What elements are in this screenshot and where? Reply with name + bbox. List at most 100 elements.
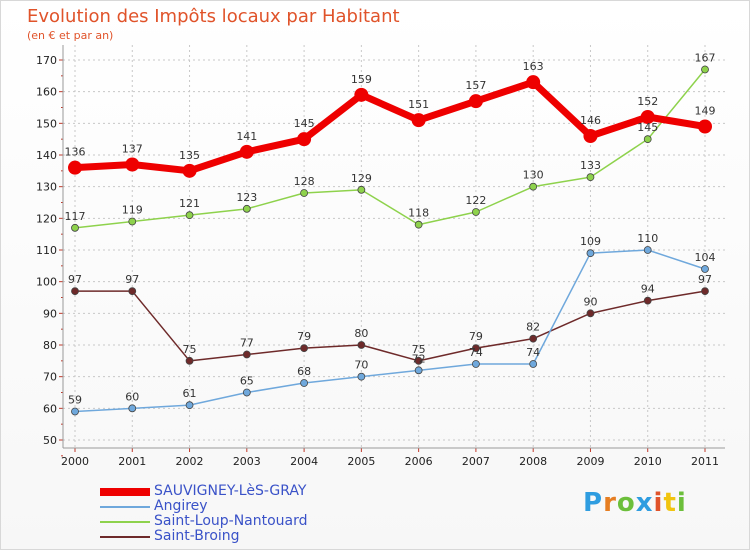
x-tick-label: 2010	[634, 455, 662, 468]
data-label: 75	[183, 343, 197, 356]
data-label: 118	[408, 207, 429, 220]
data-point	[472, 344, 480, 353]
data-point	[300, 379, 308, 387]
data-point	[640, 110, 655, 124]
data-point	[182, 163, 197, 178]
x-tick-label: 2001	[118, 455, 146, 468]
line-chart: 50 60 70 80 90 100 110 120 130 140 150 160 170 2000 20…	[36, 45, 725, 468]
y-tick-label: 160	[36, 86, 57, 99]
legend-label: Saint-Broing	[154, 528, 240, 544]
data-point	[583, 129, 598, 143]
data-point	[300, 344, 308, 353]
legend-swatch	[100, 488, 150, 496]
data-point	[586, 309, 595, 318]
data-label: 80	[354, 327, 368, 340]
logo-letter: x	[635, 488, 654, 518]
data-point	[586, 249, 595, 258]
data-label: 97	[68, 273, 82, 286]
legend-label: Angirey	[154, 498, 208, 514]
data-point	[128, 217, 137, 226]
data-point	[701, 265, 709, 273]
data-label: 75	[412, 343, 426, 356]
x-tick-label: 2003	[233, 455, 261, 468]
data-label: 121	[179, 197, 200, 210]
data-point	[185, 356, 194, 365]
data-label: 137	[122, 143, 143, 156]
data-point	[411, 113, 426, 128]
logo-letter: P	[583, 488, 604, 518]
data-point	[643, 246, 652, 254]
data-point	[526, 75, 541, 90]
proxiti-logo: Proxiti	[583, 488, 687, 518]
data-label: 97	[125, 273, 139, 286]
data-point	[643, 296, 652, 305]
data-point	[354, 87, 369, 102]
data-label: 110	[637, 232, 658, 245]
y-tick-label: 60	[43, 402, 57, 415]
data-point	[71, 287, 79, 296]
data-point	[472, 208, 480, 216]
data-point	[414, 366, 423, 375]
logo-letter: t	[663, 488, 677, 518]
logo-letter: r	[603, 488, 617, 518]
data-label: 60	[125, 390, 139, 403]
legend-swatch	[100, 506, 150, 508]
y-tick-label: 80	[43, 339, 57, 352]
data-point	[242, 350, 251, 359]
logo-letter: o	[616, 488, 636, 518]
series-line-2	[74, 69, 706, 229]
data-label: 145	[637, 121, 658, 134]
data-point	[468, 94, 483, 109]
data-label: 61	[183, 387, 197, 400]
data-label: 94	[641, 283, 655, 296]
data-point	[125, 157, 140, 172]
y-tick-label: 110	[36, 244, 57, 257]
data-label: 123	[236, 191, 257, 204]
data-label: 97	[698, 273, 712, 286]
data-label: 167	[695, 52, 716, 65]
data-label: 72	[412, 352, 426, 365]
data-label: 117	[65, 210, 86, 223]
data-label: 130	[523, 169, 544, 182]
series-line-1	[74, 249, 706, 413]
data-point	[472, 360, 480, 368]
y-tick-label: 120	[36, 212, 57, 225]
data-point	[128, 404, 137, 413]
data-point	[698, 119, 712, 134]
data-point	[701, 287, 709, 296]
data-point	[414, 220, 423, 229]
legend-item: Saint-Broing	[100, 528, 360, 545]
data-point	[185, 401, 194, 410]
x-tick-label: 2008	[519, 455, 547, 468]
chart-title: Evolution des Impôts locaux par Habitant	[27, 6, 400, 27]
data-point	[185, 211, 194, 220]
y-tick-label: 100	[36, 276, 57, 289]
data-label: 149	[695, 105, 716, 118]
data-label: 104	[695, 251, 716, 264]
data-point	[357, 341, 366, 349]
legend-swatch	[100, 521, 150, 523]
data-point	[586, 173, 595, 182]
data-point	[71, 223, 79, 232]
data-label: 74	[469, 346, 483, 359]
x-tick-label: 2009	[576, 455, 604, 468]
x-tick-label: 2007	[462, 455, 490, 468]
data-point	[242, 204, 251, 213]
data-label: 141	[236, 130, 257, 143]
data-label: 77	[240, 337, 254, 350]
x-tick-label: 2006	[405, 455, 433, 468]
legend-item: Angirey	[100, 498, 360, 515]
data-point	[529, 334, 538, 343]
data-label: 90	[583, 295, 597, 308]
y-tick-label: 130	[36, 181, 57, 194]
legend-item: Saint-Loup-Nantouard	[100, 513, 360, 530]
y-tick-label: 90	[43, 307, 57, 320]
data-label: 122	[465, 194, 486, 207]
legend-label: Saint-Loup-Nantouard	[154, 513, 308, 529]
series-line-3	[75, 290, 706, 362]
data-label: 159	[351, 73, 372, 86]
data-label: 146	[580, 114, 601, 127]
data-label: 129	[351, 172, 372, 185]
data-point	[68, 160, 82, 175]
data-label: 65	[240, 375, 254, 388]
